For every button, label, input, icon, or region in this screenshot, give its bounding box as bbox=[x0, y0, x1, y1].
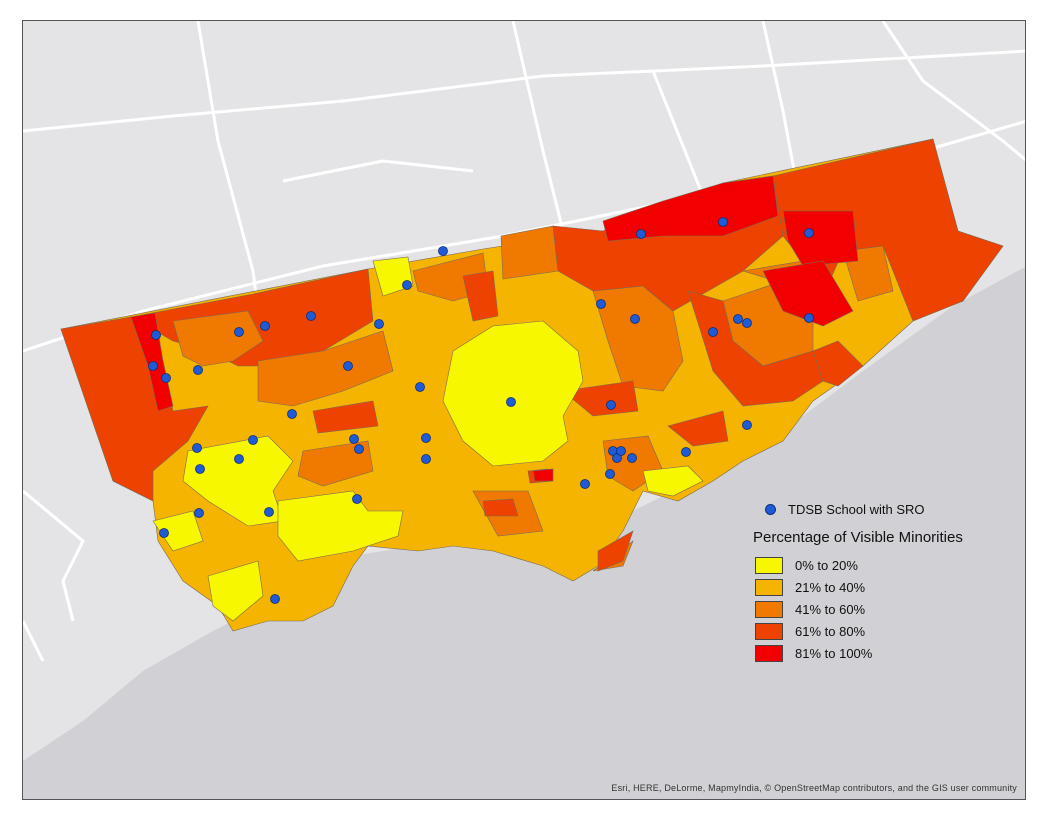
road bbox=[511, 21, 565, 232]
school-with-sro-point bbox=[636, 229, 646, 239]
road bbox=[881, 21, 1025, 162]
school-with-sro-point bbox=[374, 319, 384, 329]
school-with-sro-point bbox=[733, 314, 743, 324]
road bbox=[23, 49, 1025, 133]
legend-heading: Percentage of Visible Minorities bbox=[753, 529, 963, 546]
school-with-sro-point bbox=[627, 453, 637, 463]
school-with-sro-point bbox=[681, 447, 691, 457]
legend-class-label: 61% to 80% bbox=[795, 623, 866, 639]
school-with-sro-point bbox=[194, 508, 204, 518]
school-with-sro-point bbox=[580, 479, 590, 489]
tract-polygon bbox=[207, 560, 264, 622]
legend-class-row: 41% to 60% bbox=[755, 598, 1013, 620]
tract-polygon bbox=[482, 498, 519, 517]
legend-class-row: 0% to 20% bbox=[755, 554, 1013, 576]
tract-polygon bbox=[597, 530, 634, 572]
legend-class-label: 41% to 60% bbox=[795, 601, 866, 617]
school-with-sro-point bbox=[438, 246, 448, 256]
school-with-sro-point bbox=[421, 433, 431, 443]
map-legend: TDSB School with SRO Percentage of Visib… bbox=[753, 499, 1013, 664]
tract-polygon bbox=[172, 310, 264, 367]
legend-class-label: 0% to 20% bbox=[795, 557, 858, 573]
school-with-sro-point bbox=[195, 464, 205, 474]
school-with-sro-point bbox=[630, 314, 640, 324]
school-with-sro-point bbox=[605, 469, 615, 479]
legend-point-label: TDSB School with SRO bbox=[788, 501, 925, 517]
school-with-sro-point bbox=[804, 313, 814, 323]
school-with-sro-point bbox=[742, 420, 752, 430]
map-frame: TDSB School with SRO Percentage of Visib… bbox=[22, 20, 1026, 800]
school-with-sro-point bbox=[354, 444, 364, 454]
road bbox=[23, 620, 45, 662]
school-with-sro-point bbox=[192, 443, 202, 453]
school-with-sro-point bbox=[718, 217, 728, 227]
legend-swatch bbox=[755, 556, 783, 574]
legend-class-label: 81% to 100% bbox=[795, 645, 873, 661]
legend-swatch bbox=[755, 600, 783, 618]
road bbox=[23, 489, 85, 622]
school-with-sro-point bbox=[708, 327, 718, 337]
school-with-sro-point bbox=[606, 400, 616, 410]
school-with-sro-point bbox=[234, 454, 244, 464]
tract-polygon bbox=[312, 400, 379, 434]
tract-polygon bbox=[667, 410, 729, 447]
road bbox=[282, 159, 474, 183]
school-with-sro-point bbox=[264, 507, 274, 517]
school-with-sro-point bbox=[161, 373, 171, 383]
school-with-sro-point bbox=[506, 397, 516, 407]
tract-polygon bbox=[442, 320, 584, 467]
legend-classes: 0% to 20% 21% to 40% 41% to 60% 61% to 8… bbox=[753, 554, 1013, 664]
school-with-sro-point bbox=[159, 528, 169, 538]
tract-polygon bbox=[642, 465, 704, 497]
school-with-sro-point bbox=[151, 330, 161, 340]
legend-point-row: TDSB School with SRO bbox=[753, 499, 1013, 519]
school-with-sro-point bbox=[260, 321, 270, 331]
school-with-sro-point bbox=[248, 435, 258, 445]
school-with-sro-point bbox=[415, 382, 425, 392]
tract-polygon bbox=[532, 468, 554, 482]
map-attribution: Esri, HERE, DeLorme, MapmyIndia, © OpenS… bbox=[611, 783, 1017, 793]
school-with-sro-point bbox=[616, 446, 626, 456]
school-with-sro-point bbox=[742, 318, 752, 328]
school-with-sro-point bbox=[193, 365, 203, 375]
basemap-and-choropleth bbox=[23, 21, 1025, 799]
tract-polygon bbox=[257, 330, 394, 407]
tract-polygon bbox=[152, 510, 204, 552]
legend-class-label: 21% to 40% bbox=[795, 579, 866, 595]
school-with-sro-point bbox=[804, 228, 814, 238]
school-with-sro-point bbox=[306, 311, 316, 321]
school-with-sro-point bbox=[421, 454, 431, 464]
tract-polygon bbox=[602, 175, 779, 242]
legend-swatch bbox=[755, 622, 783, 640]
legend-class-row: 81% to 100% bbox=[755, 642, 1013, 664]
school-with-sro-point bbox=[596, 299, 606, 309]
school-with-sro-point bbox=[352, 494, 362, 504]
legend-swatch bbox=[755, 644, 783, 662]
tract-polygon bbox=[762, 260, 854, 327]
school-with-sro-point bbox=[287, 409, 297, 419]
tract-polygon bbox=[812, 340, 864, 387]
census-tract-polygons bbox=[60, 138, 1004, 632]
school-with-sro-point bbox=[234, 327, 244, 337]
tract-polygon bbox=[462, 270, 499, 322]
school-with-sro-point bbox=[402, 280, 412, 290]
school-points bbox=[148, 217, 814, 604]
school-point-symbol-icon bbox=[765, 503, 776, 515]
school-with-sro-point bbox=[349, 434, 359, 444]
road bbox=[761, 21, 800, 192]
school-with-sro-point bbox=[343, 361, 353, 371]
tract-polygon bbox=[562, 380, 639, 417]
tract-polygon bbox=[782, 210, 859, 267]
legend-class-row: 61% to 80% bbox=[755, 620, 1013, 642]
legend-class-row: 21% to 40% bbox=[755, 576, 1013, 598]
school-with-sro-point bbox=[270, 594, 280, 604]
school-with-sro-point bbox=[148, 361, 158, 371]
lake-ontario bbox=[23, 267, 1025, 799]
legend-swatch bbox=[755, 578, 783, 596]
